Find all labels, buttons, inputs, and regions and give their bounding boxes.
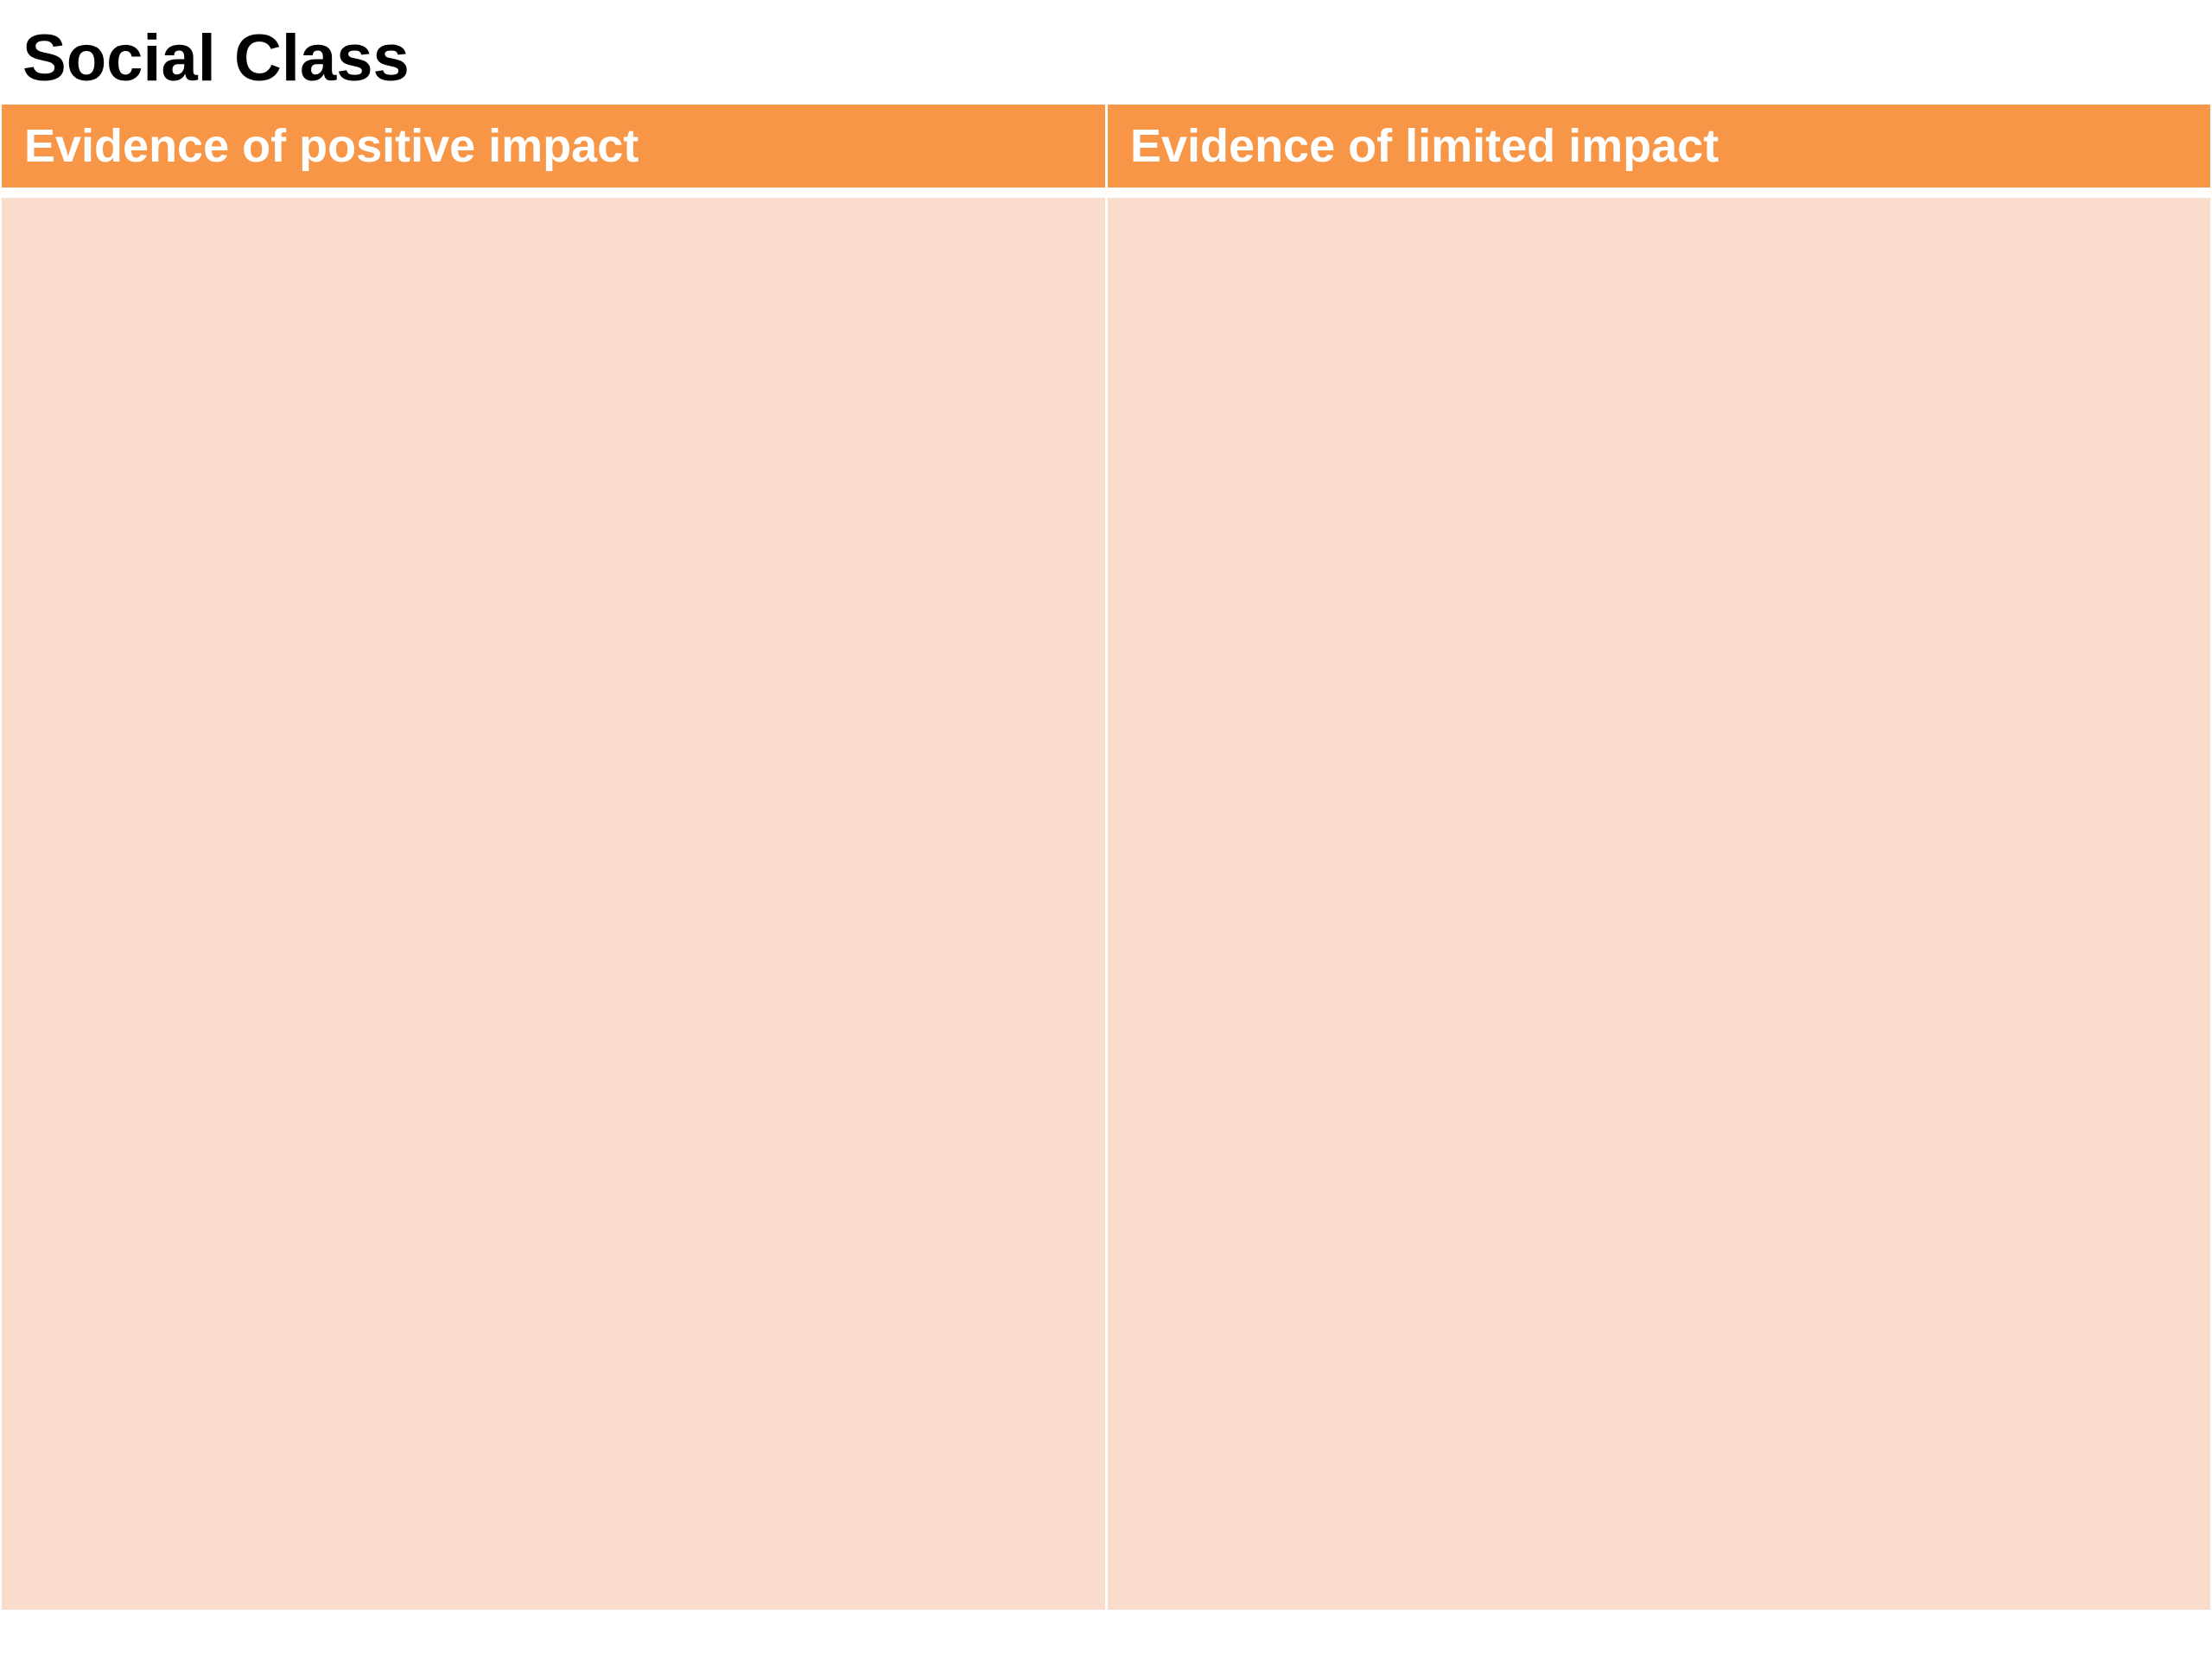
column-header-limited-impact: Evidence of limited impact — [1108, 105, 2210, 188]
page-title: Social Class — [22, 22, 410, 95]
column-header-positive-impact: Evidence of positive impact — [2, 105, 1105, 188]
cell-positive-impact[interactable] — [2, 198, 1105, 1610]
cell-limited-impact[interactable] — [1108, 198, 2210, 1610]
evidence-table: Evidence of positive impact Evidence of … — [0, 105, 2212, 1610]
